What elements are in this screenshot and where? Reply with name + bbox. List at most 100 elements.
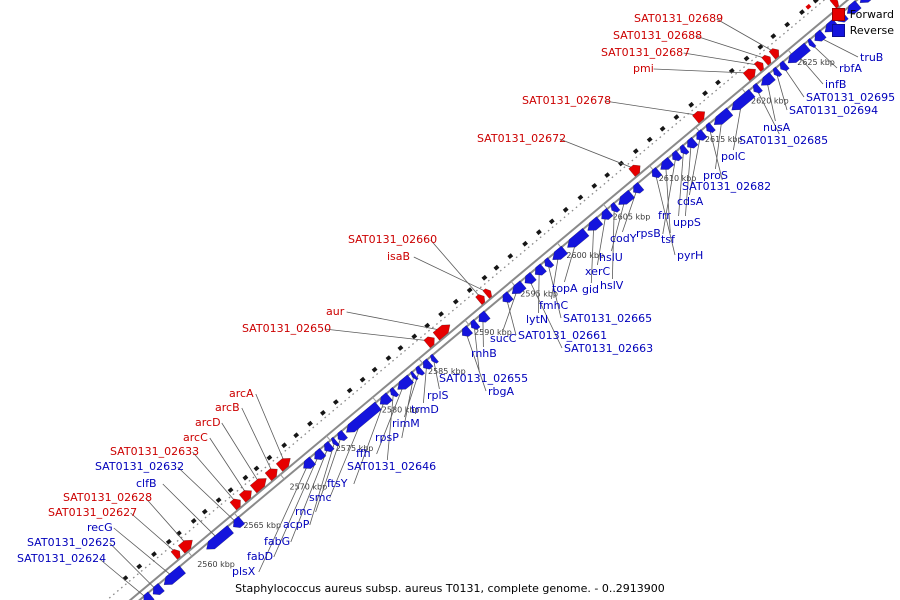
gene-feature[interactable] <box>651 166 663 179</box>
gene-feature[interactable] <box>275 458 291 472</box>
gene-feature[interactable] <box>692 111 706 124</box>
gene-feature[interactable] <box>345 401 382 433</box>
gene-label[interactable]: trmD <box>411 403 439 416</box>
gene-label[interactable]: rimM <box>392 417 420 430</box>
gene-feature[interactable] <box>177 539 193 554</box>
gene-label[interactable]: rnhB <box>471 347 497 360</box>
gene-label[interactable]: hslV <box>600 279 624 292</box>
gene-feature[interactable] <box>660 156 675 170</box>
gene-label[interactable]: arcA <box>229 387 254 400</box>
gene-label[interactable]: polC <box>721 150 746 163</box>
gene-feature[interactable] <box>687 136 699 149</box>
gene-label[interactable]: rbfA <box>839 62 862 75</box>
gene-feature[interactable] <box>330 436 340 447</box>
gene-label[interactable]: SAT0131_02663 <box>564 342 653 355</box>
gene-feature[interactable] <box>337 429 349 441</box>
gene-label[interactable]: SAT0131_02689 <box>634 12 723 25</box>
gene-feature[interactable] <box>379 392 393 405</box>
gene-feature[interactable] <box>163 565 187 586</box>
gene-label[interactable]: rplS <box>427 389 449 402</box>
gene-label[interactable]: SAT0131_02665 <box>563 312 652 325</box>
gene-label[interactable]: rpsP <box>375 431 399 444</box>
gene-feature[interactable] <box>633 181 645 194</box>
gene-label[interactable]: uppS <box>673 216 701 229</box>
gene-feature[interactable] <box>787 42 811 64</box>
gene-feature[interactable] <box>264 468 278 482</box>
gene-feature[interactable] <box>742 68 756 82</box>
gene-label[interactable]: SAT0131_02633 <box>110 445 199 458</box>
gene-feature[interactable] <box>511 280 527 295</box>
gene-feature[interactable] <box>238 490 252 503</box>
gene-label[interactable]: gid <box>582 283 599 296</box>
gene-label[interactable]: aur <box>326 305 345 318</box>
gene-feature[interactable] <box>587 216 604 231</box>
gene-feature[interactable] <box>303 456 317 469</box>
gene-feature[interactable] <box>779 60 790 72</box>
gene-feature[interactable] <box>705 122 716 133</box>
gene-feature[interactable] <box>206 525 235 550</box>
gene-feature[interactable] <box>397 374 415 390</box>
gene-label[interactable]: frr <box>658 209 671 222</box>
gene-feature[interactable] <box>672 149 683 162</box>
gene-feature[interactable] <box>502 291 514 303</box>
gene-feature[interactable] <box>478 310 491 323</box>
gene-feature[interactable] <box>389 386 400 398</box>
gene-label[interactable]: SAT0131_02632 <box>95 460 184 473</box>
gene-label[interactable]: clfB <box>136 477 157 490</box>
gene-label[interactable]: SAT0131_02627 <box>48 506 137 519</box>
gene-label[interactable]: topA <box>552 282 578 295</box>
gene-label[interactable]: nusA <box>763 121 791 134</box>
gene-label[interactable]: fabD <box>247 550 273 563</box>
gene-label[interactable]: hslU <box>599 251 623 264</box>
gene-label[interactable]: SAT0131_02661 <box>518 329 607 342</box>
gene-feature[interactable] <box>601 207 614 220</box>
gene-feature[interactable] <box>314 447 327 460</box>
gene-feature[interactable] <box>482 288 493 299</box>
gene-label[interactable]: arcD <box>195 416 221 429</box>
gene-feature[interactable] <box>229 498 241 511</box>
gene-feature[interactable] <box>422 358 434 370</box>
gene-label[interactable]: acpP <box>283 518 310 531</box>
gene-label[interactable]: SAT0131_02624 <box>17 552 106 565</box>
gene-feature[interactable] <box>829 0 840 9</box>
gene-label[interactable]: rpsB <box>636 227 661 240</box>
gene-feature[interactable] <box>696 129 708 141</box>
gene-label[interactable]: pyrH <box>677 249 703 262</box>
gene-feature[interactable] <box>544 257 555 269</box>
gene-label[interactable]: infB <box>825 78 846 91</box>
gene-feature[interactable] <box>324 440 335 453</box>
gene-feature[interactable] <box>752 82 763 94</box>
gene-label[interactable]: smc <box>309 491 332 504</box>
gene-feature[interactable] <box>432 324 451 341</box>
gene-label[interactable]: lytN <box>526 313 548 326</box>
gene-feature[interactable] <box>249 478 267 494</box>
gene-label[interactable]: xerC <box>585 265 610 278</box>
gene-label[interactable]: SAT0131_02694 <box>789 104 878 117</box>
gene-label[interactable]: SAT0131_02682 <box>682 180 771 193</box>
gene-feature[interactable] <box>846 0 862 14</box>
gene-label[interactable]: truB <box>860 51 883 64</box>
gene-label[interactable]: fabG <box>264 535 290 548</box>
gene-feature[interactable] <box>152 582 165 596</box>
gene-feature[interactable] <box>534 263 547 276</box>
gene-label[interactable]: SAT0131_02646 <box>347 460 436 473</box>
gene-feature[interactable] <box>470 318 481 330</box>
gene-label[interactable]: fmhC <box>539 299 569 312</box>
gene-feature[interactable] <box>415 365 426 376</box>
gene-label[interactable]: arcC <box>183 431 208 444</box>
gene-feature[interactable] <box>628 164 641 177</box>
gene-label[interactable]: cdsA <box>677 195 704 208</box>
gene-label[interactable]: isaB <box>387 250 410 263</box>
gene-feature[interactable] <box>760 71 776 86</box>
gene-feature[interactable] <box>610 201 621 213</box>
gene-feature[interactable] <box>679 144 690 155</box>
gene-feature[interactable] <box>713 107 734 125</box>
gene-feature[interactable] <box>618 189 636 205</box>
gene-label[interactable]: SAT0131_02660 <box>348 233 437 246</box>
gene-label[interactable]: SAT0131_02695 <box>806 91 895 104</box>
gene-label[interactable]: proS <box>703 169 728 182</box>
gene-feature[interactable] <box>423 336 435 349</box>
gene-label[interactable]: SAT0131_02688 <box>613 29 702 42</box>
gene-label[interactable]: pmi <box>633 62 654 75</box>
gene-label[interactable]: SAT0131_02655 <box>439 372 528 385</box>
